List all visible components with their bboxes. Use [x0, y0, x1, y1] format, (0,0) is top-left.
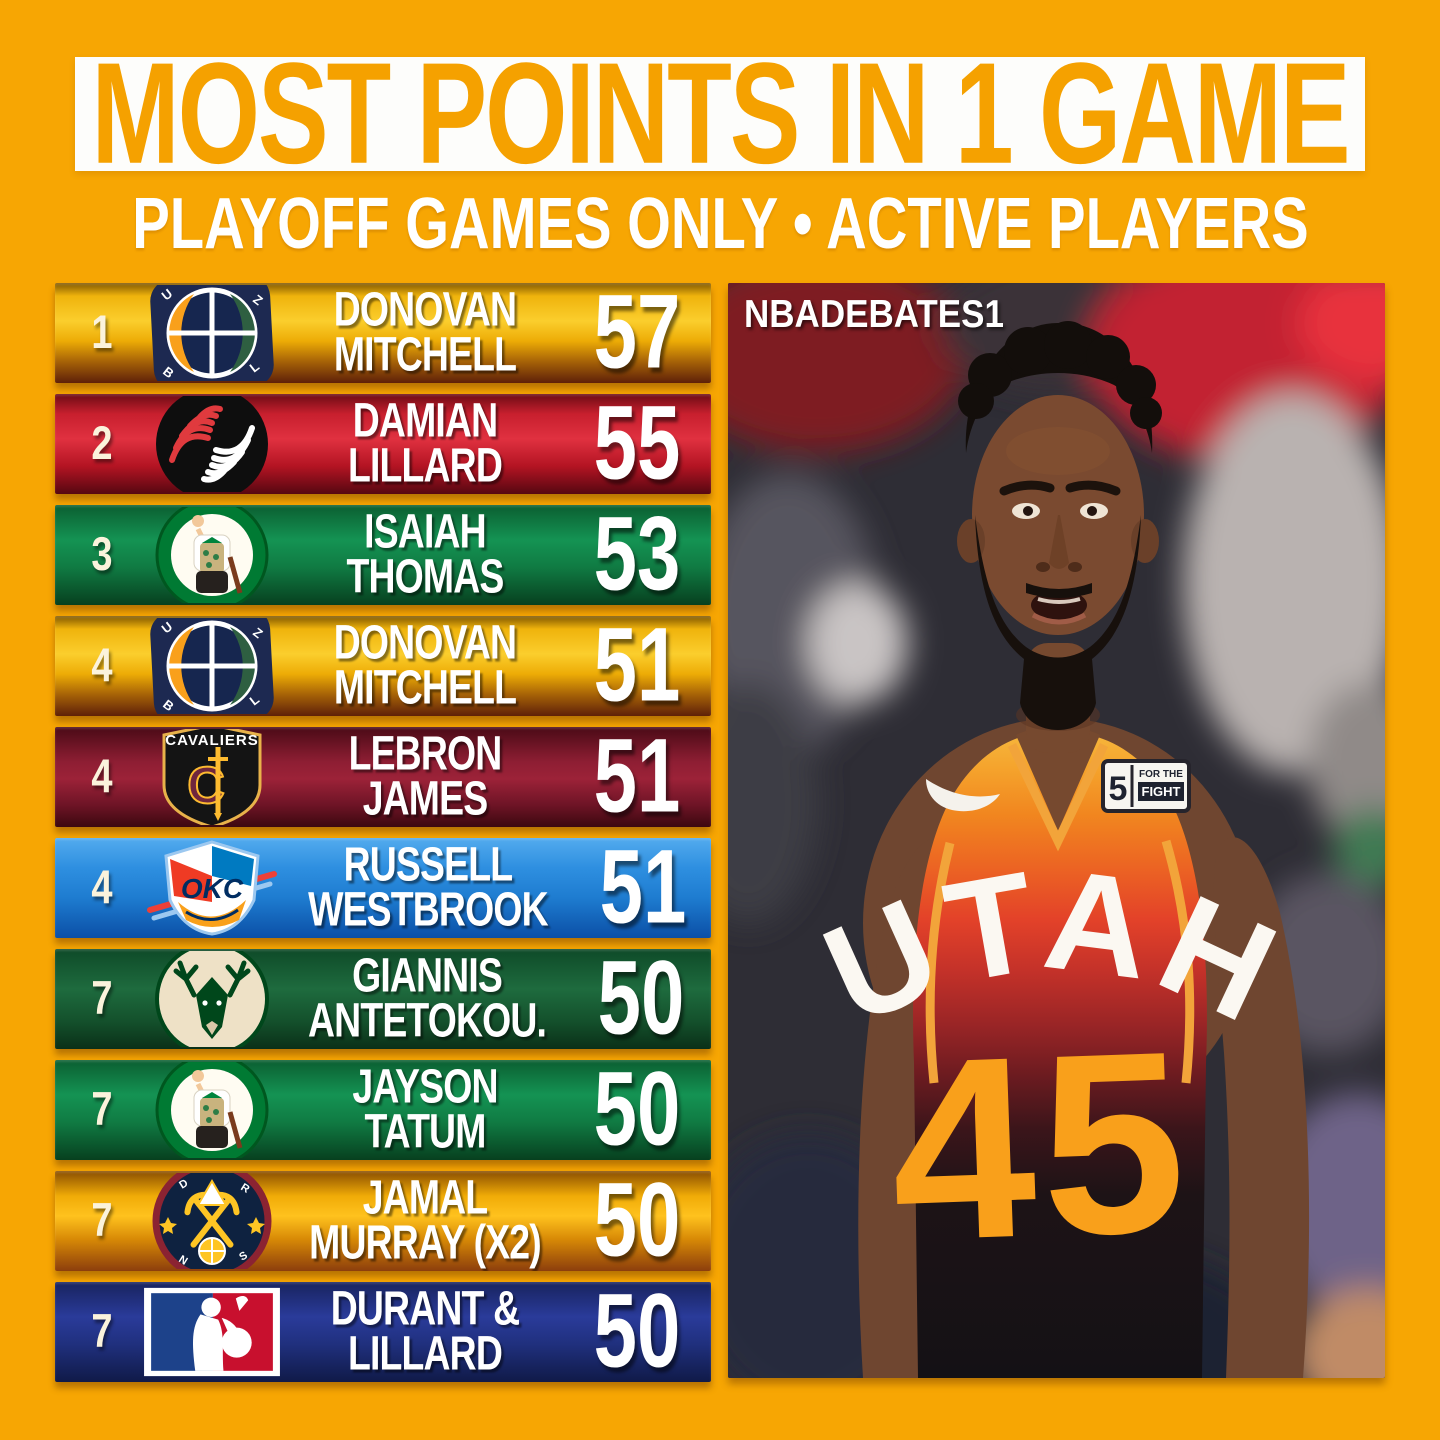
jazz-logo-icon: U Z B L — [137, 616, 287, 716]
trail-blazers-logo-icon — [137, 394, 287, 494]
thunder-logo-icon: OKC — [137, 838, 287, 938]
watermark-label: NBADEBATES1 — [744, 293, 1004, 336]
player-name: Giannis Antetokou. — [308, 949, 547, 1048]
ranking-list: 1 U Z B L Donovan Mitchell 57 2 — [55, 283, 711, 1393]
rank-label: 2 — [91, 417, 113, 470]
rank-label: 7 — [91, 1083, 113, 1136]
rank-label: 4 — [91, 750, 113, 803]
celtics-logo-icon — [137, 1060, 287, 1160]
player-name: Jamal Murray (X2) — [309, 1171, 542, 1270]
svg-text:5: 5 — [1109, 770, 1128, 808]
points-value: 50 — [593, 1171, 681, 1271]
page-subtitle: PLAYOFF GAMES ONLY • ACTIVE PLAYERS — [131, 182, 1309, 265]
rank-label: 7 — [91, 972, 113, 1025]
jazz-logo-icon: U Z B L — [137, 283, 287, 383]
rank-label: 7 — [91, 1305, 113, 1358]
bucks-logo-icon — [137, 949, 287, 1049]
player-name: Isaiah Thomas — [346, 505, 505, 604]
jersey-number: 45 — [887, 996, 1196, 1295]
player-name: Russell Westbrook — [308, 838, 548, 937]
table-row: 3 Isaiah Thomas 53 — [55, 505, 711, 605]
page-title: MOST POINTS IN 1 GAME — [91, 32, 1350, 194]
table-row: 4 OKC Russell Westbrook 51 — [55, 838, 711, 938]
points-value: 50 — [593, 1282, 681, 1382]
table-row: 7 Giannis Antetokou. 50 — [55, 949, 711, 1049]
nba-logo-icon — [137, 1282, 287, 1382]
table-row: 7 D R N S Jamal Murray (X2) — [55, 1171, 711, 1271]
points-value: 51 — [593, 727, 681, 827]
title-banner: MOST POINTS IN 1 GAME — [75, 33, 1365, 194]
player-name: LeBron James — [348, 727, 503, 826]
player-name: Jayson Tatum — [352, 1060, 498, 1159]
points-value: 51 — [593, 616, 681, 716]
player-photo: UTAH 45 5 FOR THE FIGHT NBADEBATES1 — [728, 283, 1385, 1378]
player-name: Donovan Mitchell — [333, 616, 517, 715]
table-row: 7 Durant & Lillard 50 — [55, 1282, 711, 1382]
points-value: 50 — [597, 949, 685, 1049]
points-value: 57 — [593, 283, 681, 383]
player-name: Damian Lillard — [347, 394, 503, 493]
table-row: 4 U Z B L Donovan Mitchell 51 — [55, 616, 711, 716]
rank-label: 7 — [91, 1194, 113, 1247]
cavaliers-logo-icon: CAVALIERS C — [137, 727, 287, 827]
rank-label: 4 — [91, 639, 113, 692]
svg-text:CAVALIERS: CAVALIERS — [165, 732, 258, 749]
rank-label: 1 — [91, 306, 113, 359]
svg-text:OKC: OKC — [181, 873, 244, 904]
five-for-the-fight-patch: 5 FOR THE FIGHT — [1101, 759, 1191, 813]
points-value: 53 — [593, 505, 681, 605]
table-row: 7 Jayson Tatum 50 — [55, 1060, 711, 1160]
points-value: 50 — [593, 1060, 681, 1160]
svg-text:FOR THE: FOR THE — [1139, 769, 1183, 780]
player-figure — [858, 321, 1310, 1378]
svg-text:FIGHT: FIGHT — [1142, 784, 1181, 799]
points-value: 51 — [599, 838, 687, 938]
rank-label: 3 — [91, 528, 113, 581]
player-name: Donovan Mitchell — [333, 283, 517, 382]
table-row: 2 Damian Lillard 55 — [55, 394, 711, 494]
celtics-logo-icon — [137, 505, 287, 605]
subtitle-wrap: PLAYOFF GAMES ONLY • ACTIVE PLAYERS — [0, 183, 1440, 264]
table-row: 4 CAVALIERS C LeBron James 51 — [55, 727, 711, 827]
table-row: 1 U Z B L Donovan Mitchell 57 — [55, 283, 711, 383]
player-name: Durant & Lillard — [330, 1282, 520, 1381]
rank-label: 4 — [91, 861, 113, 914]
nike-swoosh-icon — [926, 779, 1000, 812]
points-value: 55 — [593, 394, 681, 494]
nuggets-logo-icon: D R N S — [137, 1171, 287, 1271]
